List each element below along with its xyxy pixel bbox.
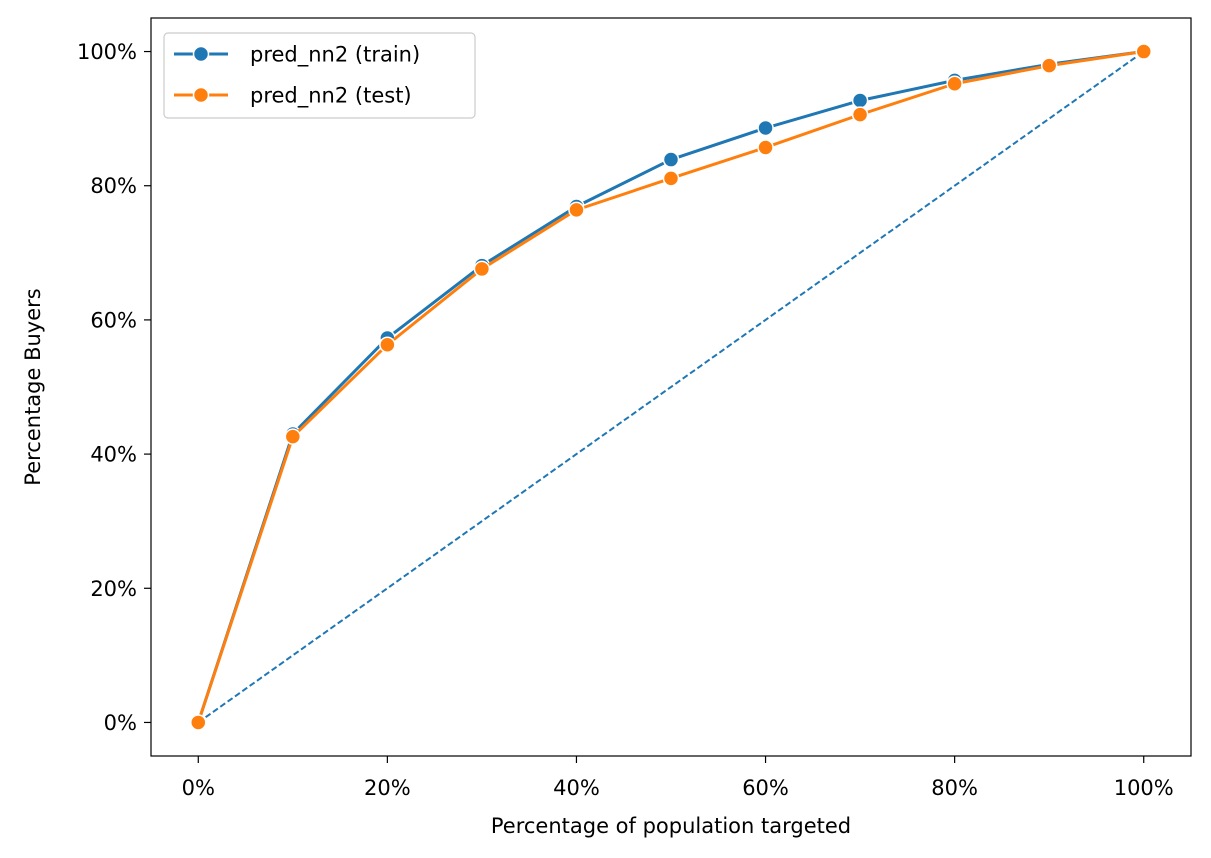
x-tick-label: 0% [182, 776, 215, 800]
x-tick-label: 80% [931, 776, 978, 800]
legend-box [163, 32, 476, 119]
data-point [662, 170, 680, 187]
series-layer [190, 43, 1152, 731]
data-point [568, 201, 585, 219]
y-tick-label: 60% [90, 308, 137, 332]
legend-label: pred_nn2 (test) [250, 84, 412, 109]
legend-marker [192, 45, 210, 63]
y-axis-title: Percentage Buyers [21, 288, 45, 485]
data-point [1135, 43, 1152, 60]
reference-layer [197, 50, 1145, 724]
legend: pred_nn2 (train) pred_nn2 (test) [163, 32, 476, 119]
y-tick-label: 80% [90, 174, 137, 198]
data-point [190, 714, 207, 731]
legend-item: pred_nn2 (train) [174, 43, 420, 68]
x-axis-title: Percentage of population targeted [491, 814, 851, 838]
series-1 [190, 43, 1152, 731]
y-tick-label: 100% [77, 40, 137, 64]
x-tick-label: 20% [364, 776, 411, 800]
x-tick-label: 40% [553, 776, 600, 800]
data-point [1040, 57, 1058, 74]
legend-label: pred_nn2 (train) [250, 43, 420, 68]
x-tick-label: 60% [742, 776, 789, 800]
reference-line [197, 50, 1145, 724]
data-point [946, 75, 963, 92]
data-point [851, 92, 869, 109]
data-point [284, 428, 302, 445]
data-point [473, 260, 491, 278]
data-point [757, 139, 774, 156]
y-tick-label: 40% [90, 443, 137, 467]
data-point [662, 151, 680, 168]
data-point [851, 106, 869, 123]
x-axis: 0% 20% 40% 60% 80% 100% [182, 756, 1174, 800]
y-axis: 0% 20% 40% 60% 80% 100% [77, 40, 151, 735]
x-tick-label: 100% [1114, 776, 1174, 800]
plot-frame [150, 17, 1192, 757]
y-tick-label: 0% [104, 711, 137, 735]
legend-marker [192, 86, 210, 104]
data-point [379, 336, 396, 353]
y-tick-label: 20% [90, 577, 137, 601]
legend-item: pred_nn2 (test) [174, 84, 412, 109]
data-point [757, 119, 774, 137]
